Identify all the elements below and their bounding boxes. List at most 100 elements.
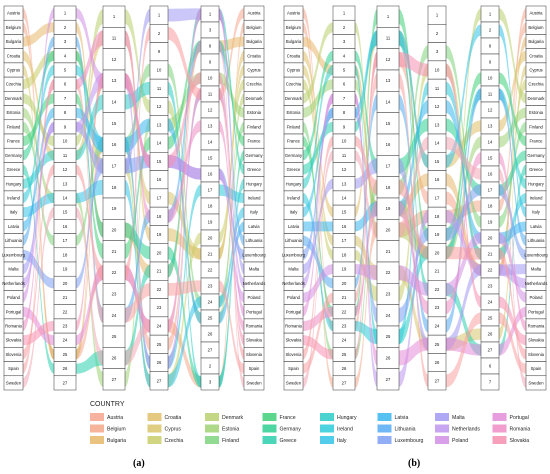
country-label: Ireland (287, 196, 300, 201)
legend-label: Cyprus (165, 427, 182, 433)
rank-label: 22 (435, 287, 440, 292)
flow-slovenia (76, 164, 103, 281)
flow-bulgaria (168, 40, 201, 278)
flow-lithuania (23, 36, 54, 246)
flow-finland (23, 121, 54, 246)
flows (23, 8, 244, 388)
country-label: Ireland (248, 196, 261, 201)
rank-label: 10 (488, 76, 493, 81)
rank-label: 21 (63, 295, 68, 300)
legend-swatch (262, 413, 277, 421)
flow-cyprus (399, 265, 428, 351)
rank-label: 10 (63, 139, 68, 144)
flow-sweden (23, 207, 54, 388)
rank-label: 2 (209, 364, 212, 369)
rank-label: 11 (63, 153, 68, 158)
country-label: Luxembourg (524, 252, 548, 257)
rank-label: 1 (209, 12, 212, 17)
legend-label: Lithuania (395, 427, 416, 433)
rank-label: 16 (157, 177, 162, 182)
rank-label: 15 (342, 210, 347, 215)
country-label: Romania (285, 324, 302, 329)
flow-austria (219, 8, 244, 100)
rank-label: 22 (488, 268, 493, 273)
rank-label: 1 (158, 13, 161, 18)
rank-label: 25 (208, 316, 213, 321)
rank-label: 20 (386, 228, 391, 233)
legend-swatch (492, 436, 507, 444)
flow-luxembourg (355, 107, 377, 323)
rank-label: 13 (208, 124, 213, 129)
rank-label: 14 (435, 141, 440, 146)
flow-slovenia (303, 136, 333, 360)
rank-label: 27 (208, 348, 213, 353)
axis-stratum (480, 373, 500, 391)
rank-label: 12 (112, 57, 117, 62)
rank-label: 26 (342, 366, 347, 371)
rank-label: 12 (208, 108, 213, 113)
flow-estonia (355, 79, 377, 217)
rank-label: 27 (435, 378, 440, 383)
country-label: Slovakia (286, 338, 302, 343)
legend-item: Netherlands (435, 424, 480, 433)
country-label: Czechia (528, 82, 544, 87)
flow-bulgaria (23, 22, 54, 47)
rank-label: 3 (209, 28, 212, 33)
country-axis-right: Austria Belgium Bulgaria Croatia Cyprus Czech… (524, 5, 548, 391)
flow-poland (23, 8, 54, 303)
rank-label: 9 (489, 60, 492, 65)
rank-label: 24 (157, 324, 162, 329)
flow-romania (303, 306, 333, 331)
legend-item: Czechia (147, 436, 183, 444)
flow-spain (446, 312, 481, 388)
flow-netherlands (125, 73, 150, 369)
rank-label: 17 (63, 238, 68, 243)
flow-hungary (219, 178, 244, 388)
rank-label: 25 (157, 342, 162, 347)
rank-label: 21 (112, 249, 117, 254)
rank-label: 25 (435, 342, 440, 347)
rank-label: 21 (488, 252, 493, 257)
flow-slovenia (399, 179, 428, 260)
country-label: Finland (529, 124, 543, 129)
flow-slovenia (219, 88, 244, 360)
flow-austria (76, 137, 103, 360)
legend-label: Hungary (337, 415, 357, 421)
rank-label: 26 (435, 360, 440, 365)
legend-swatch (320, 436, 334, 444)
rank-label: 26 (386, 356, 391, 361)
country-axis-left: Austria Belgium Bulgaria Croatia Cyprus Czech… (282, 5, 306, 391)
rank-label: 17 (386, 164, 391, 169)
legend-label: Netherlands (452, 427, 480, 433)
rank-label: 19 (112, 206, 117, 211)
rank-label: 13 (386, 78, 391, 83)
rank-label: 19 (435, 232, 440, 237)
flow-greece (219, 8, 244, 175)
rank-label: 22 (157, 287, 162, 292)
flow-greece (125, 264, 150, 366)
axis-stratum (376, 368, 400, 391)
country-label: Poland (247, 295, 261, 300)
flow-italy (76, 179, 103, 203)
rank-label: 3 (436, 49, 439, 54)
country-label: Poland (7, 295, 21, 300)
legend-swatch (262, 424, 277, 433)
rank-label: 27 (488, 348, 493, 353)
flow-latvia (168, 118, 201, 324)
flow-poland (76, 8, 103, 89)
country-label: Germany (5, 153, 23, 158)
flow-finland (446, 45, 481, 228)
rank-label: 25 (386, 334, 391, 339)
rank-label: 16 (386, 142, 391, 147)
legend-label: Bulgaria (107, 438, 126, 444)
country-axis-left: Austria Belgium Bulgaria Croatia Cyprus Czech… (2, 5, 26, 391)
rank-label: 13 (435, 122, 440, 127)
country-label: Cyprus (7, 68, 20, 73)
flow-ireland (23, 65, 54, 203)
rank-label: 8 (209, 44, 212, 49)
flow-bulgaria (399, 173, 428, 217)
rank-label: 27 (157, 378, 162, 383)
rank-label: 21 (386, 249, 391, 254)
rank-label: 27 (386, 377, 391, 382)
